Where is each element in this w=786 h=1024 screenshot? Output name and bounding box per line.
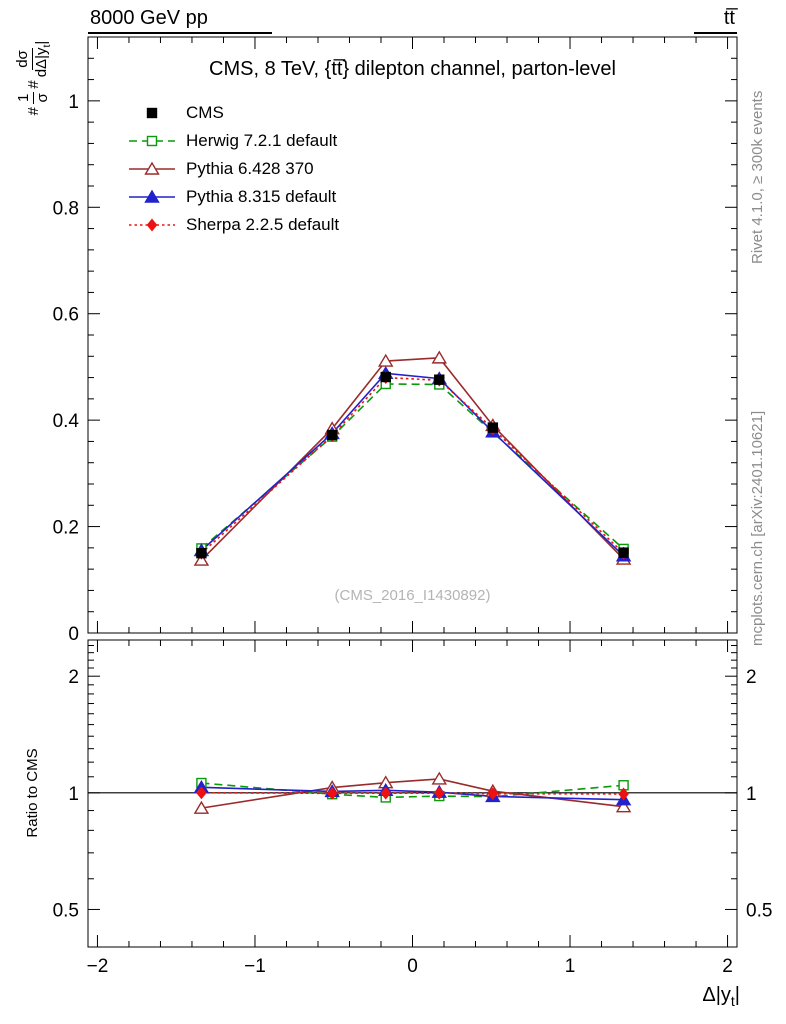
svg-text:2: 2 [722, 956, 733, 977]
legend-item-herwig-7-2-1-default: Herwig 7.2.1 default [128, 127, 339, 155]
legend-item-pythia-8-315-default: Pythia 8.315 default [128, 183, 339, 211]
svg-text:−2: −2 [87, 956, 109, 977]
legend-item-cms: CMS [128, 99, 339, 127]
svg-text:0.5: 0.5 [746, 900, 772, 921]
legend-label-sherpa-2-2-5-default: Sherpa 2.2.5 default [186, 215, 340, 234]
line-herwig-7-2-1-default [200, 383, 625, 550]
legend-marker-herwig-7-2-1-default [129, 135, 175, 147]
plot-title: CMS, 8 TeV, {tt̅} dilepton channel, part… [209, 58, 616, 80]
svg-text:0.6: 0.6 [53, 305, 79, 326]
line-pythia-8-315-default [200, 372, 625, 557]
ylabel-numerator-2: dσ [14, 48, 33, 70]
main-series [193, 350, 632, 566]
svg-text:0.4: 0.4 [53, 411, 80, 432]
svg-text:1: 1 [746, 784, 757, 805]
ylabel-denominator-2: dΔ|yt| [33, 40, 53, 78]
svg-text:0: 0 [407, 956, 418, 977]
svg-text:2: 2 [68, 667, 79, 688]
legend-label-pythia-8-315-default: Pythia 8.315 default [186, 187, 337, 206]
svg-text:0.5: 0.5 [53, 900, 79, 921]
main-y-axis-title: # 1 σ # dσ dΔ|yt| [14, 16, 54, 140]
ratio-series [193, 771, 632, 814]
ylabel-denominator-1: σ [34, 93, 52, 103]
svg-text:0.8: 0.8 [53, 198, 79, 219]
markers-sherpa-2-2-5-default [196, 371, 629, 560]
legend-label-cms: CMS [186, 103, 224, 122]
ratio-y-axis-title: Ratio to CMS [24, 748, 41, 838]
axis-tick-labels: 0 0.2 0.4 0.6 0.8 1 0.5 0.5 1 1 2 2 −2 −1 0 1 2 [53, 92, 773, 977]
beam-energy-label: 8000 GeV pp [88, 7, 272, 34]
legend-item-pythia-6-428-370: Pythia 6.428 370 [128, 155, 339, 183]
ylabel-hash-1: # [25, 106, 43, 116]
markers-pythia-8-315-default [193, 365, 632, 562]
ylabel-numerator-1: 1 [15, 91, 35, 104]
svg-text:2: 2 [746, 667, 757, 688]
legend: CMS Herwig 7.2.1 default Pythia 6.428 370 P… [128, 99, 339, 239]
analysis-id-watermark: (CMS_2016_I1430892) [334, 587, 491, 604]
ylabel-hash-2: # [25, 80, 43, 89]
line-sherpa-2-2-5-default [200, 376, 625, 554]
process-label: tt̅ [693, 7, 737, 34]
svg-text:1: 1 [68, 784, 79, 805]
line-pythia-6-428-370 [200, 357, 625, 561]
svg-text:0.2: 0.2 [53, 518, 79, 539]
legend-item-sherpa-2-2-5-default: Sherpa 2.2.5 default [128, 211, 339, 239]
markers-sherpa-2-2-5-default [196, 786, 629, 801]
line-pythia-8-315-default [201, 786, 624, 801]
svg-text:1: 1 [565, 956, 576, 977]
markers-cms [196, 371, 629, 559]
x-axis-title: Δ|yt| [702, 984, 740, 1009]
legend-marker-pythia-8-315-default [129, 189, 175, 203]
rivet-version-label: Rivet 4.1.0, ≥ 300k events [749, 90, 766, 264]
legend-label-herwig-7-2-1-default: Herwig 7.2.1 default [186, 131, 338, 150]
markers-herwig-7-2-1-default [196, 378, 629, 555]
line-herwig-7-2-1-default [201, 782, 624, 799]
legend-marker-pythia-6-428-370 [129, 161, 175, 175]
svg-text:−1: −1 [244, 956, 266, 977]
legend-label-pythia-6-428-370: Pythia 6.428 370 [186, 159, 314, 178]
legend-marker-sherpa-2-2-5-default [129, 218, 175, 232]
svg-text:1: 1 [68, 92, 79, 113]
ylabel-fraction-1: 1 σ [15, 91, 52, 104]
legend-marker-cms [146, 107, 158, 119]
svg-text:0: 0 [68, 624, 79, 645]
line-sherpa-2-2-5-default [201, 792, 624, 795]
mcplots-arxiv-label: mcplots.cern.ch [arXiv:2401.10621] [749, 410, 766, 646]
ylabel-fraction-2: dσ dΔ|yt| [14, 40, 54, 78]
